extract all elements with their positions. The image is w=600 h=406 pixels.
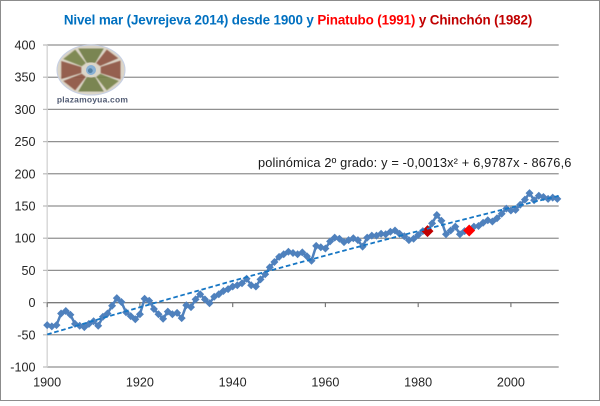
- svg-text:100: 100: [14, 232, 35, 246]
- svg-text:plazamoyua.com: plazamoyua.com: [57, 94, 129, 104]
- svg-text:2000: 2000: [497, 376, 525, 390]
- svg-text:400: 400: [14, 39, 35, 53]
- svg-text:1940: 1940: [219, 376, 247, 390]
- svg-text:1980: 1980: [404, 376, 432, 390]
- svg-text:50: 50: [21, 264, 35, 278]
- svg-text:350: 350: [14, 71, 35, 85]
- svg-text:250: 250: [14, 135, 35, 149]
- svg-text:Nivel mar (Jevrejeva 2014) des: Nivel mar (Jevrejeva 2014) desde 1900 y …: [64, 13, 532, 28]
- svg-text:-100: -100: [10, 361, 35, 375]
- svg-text:300: 300: [14, 103, 35, 117]
- svg-text:150: 150: [14, 200, 35, 214]
- svg-text:1900: 1900: [33, 376, 61, 390]
- svg-text:1960: 1960: [311, 376, 339, 390]
- svg-text:200: 200: [14, 167, 35, 181]
- svg-text:0: 0: [28, 296, 35, 310]
- svg-text:1920: 1920: [126, 376, 154, 390]
- svg-text:polinómica 2º grado: y = -0,00: polinómica 2º grado: y = -0,0013x² + 6,9…: [258, 155, 572, 170]
- svg-text:-50: -50: [17, 328, 35, 342]
